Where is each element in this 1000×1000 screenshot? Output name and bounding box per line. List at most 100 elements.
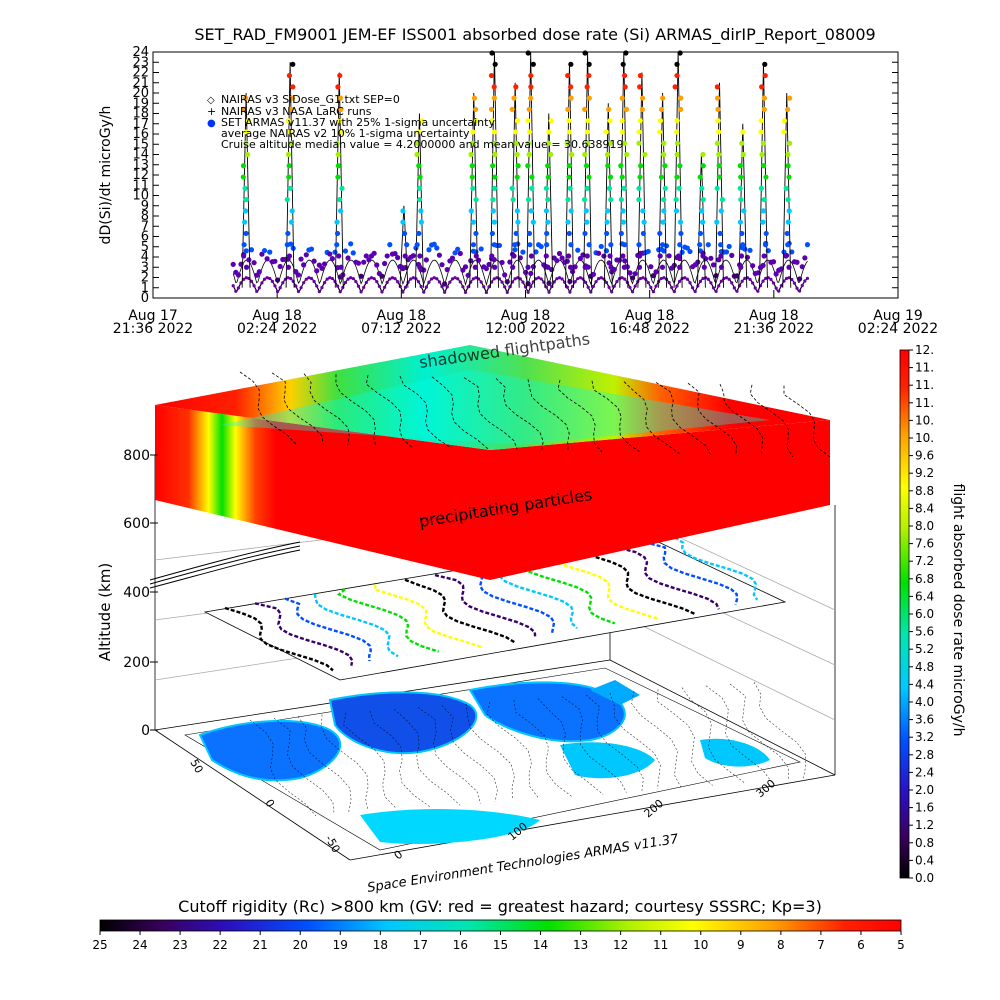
nairas-point	[610, 290, 614, 294]
spike-point	[335, 174, 341, 180]
spike-point	[470, 140, 476, 146]
cutoff-rigidity-tick-label: 16	[453, 938, 468, 952]
altitude-tick-label: 800	[123, 448, 150, 464]
y-tick-label: 1	[141, 281, 149, 296]
spike-point	[637, 118, 643, 124]
spike-point	[607, 140, 613, 146]
y-tick-label: 7	[141, 219, 149, 234]
slab-track-line	[557, 379, 603, 453]
ground-track-line	[631, 691, 682, 788]
spike-point	[528, 208, 534, 214]
armas-point	[486, 261, 492, 268]
spike-point	[604, 230, 610, 237]
spike-point	[716, 129, 722, 135]
y-tick-label: 19	[132, 96, 149, 111]
spike-point	[620, 61, 626, 67]
spike-point	[509, 185, 515, 191]
spike-point	[565, 106, 571, 112]
spike-point	[241, 106, 247, 112]
armas-point	[452, 250, 458, 256]
spike-point	[488, 106, 495, 112]
x-tick-label-date: Aug 17	[128, 308, 178, 324]
spike-point	[674, 151, 680, 158]
armas-point	[342, 248, 349, 254]
legend-entry-average-nairas: average NAIRAS v2 10% 1-sigma uncertaint…	[221, 127, 470, 140]
slab-top	[155, 345, 830, 450]
spike-point	[637, 253, 643, 259]
ground-track-lines	[249, 682, 807, 817]
time-series-frame	[152, 51, 899, 299]
cutoff-rigidity-tick-label: 18	[373, 938, 388, 952]
spike-point	[584, 185, 590, 191]
spike-point	[785, 219, 791, 225]
spike-point	[545, 197, 551, 203]
spike-point	[337, 118, 343, 124]
armas-point	[794, 259, 800, 265]
armas-point	[363, 253, 369, 259]
y-axis-label: dD(Si)/dt microGy/h	[98, 106, 114, 245]
legend-marker-diamond: ◇	[207, 95, 215, 106]
x-tick-label-time: 02:24 2022	[237, 321, 317, 337]
iss-flight-tracks	[224, 536, 759, 672]
spike-point	[284, 242, 290, 248]
nairas-point	[255, 289, 259, 293]
legend-entry-set-armas: SET ARMAS v11.37 with 25% 1-sigma uncert…	[221, 116, 495, 129]
spike-point	[491, 84, 497, 90]
spike-point	[760, 219, 766, 225]
nairas-point	[495, 276, 499, 280]
nairas-point	[761, 279, 765, 283]
altitude-axis: 0 200 400 600 800	[123, 448, 158, 739]
spike-point	[638, 163, 644, 169]
armas-point	[616, 257, 623, 263]
spike-point	[568, 208, 574, 214]
armas-point	[601, 253, 607, 259]
spike-point	[526, 106, 532, 112]
spike-point	[490, 163, 496, 169]
spike-point	[759, 84, 765, 90]
armas-point	[261, 247, 268, 254]
nairas-point	[249, 279, 254, 283]
nairas-point	[429, 277, 434, 281]
continent-shape	[198, 719, 342, 782]
time-series-data	[230, 50, 811, 295]
spike-point	[640, 230, 646, 237]
nairas-point	[691, 286, 695, 290]
nairas-point	[698, 279, 703, 283]
armas-point	[277, 263, 283, 270]
spike-point	[586, 174, 592, 180]
nairas-point	[500, 280, 504, 284]
x-tick-label-time: 12:00 2022	[485, 321, 565, 337]
dose-rate-tick-label: 6.4	[915, 589, 934, 603]
nairas-point	[576, 277, 580, 281]
spike-point	[337, 208, 344, 214]
spike-point	[620, 219, 627, 225]
nairas-point	[659, 276, 663, 281]
spike-point	[285, 230, 291, 237]
spike-point	[781, 129, 787, 135]
nairas-point	[630, 290, 635, 294]
spike-point	[335, 151, 341, 158]
altitude-axis-label: Altitude (km)	[96, 563, 114, 661]
dose-rate-tick-label: 8.0	[915, 519, 934, 533]
spike-point	[738, 253, 745, 259]
dose-spike-line	[334, 72, 344, 288]
spike-point	[583, 208, 589, 214]
continent-shape	[560, 742, 655, 779]
spike-point	[581, 197, 588, 203]
spike-point	[335, 163, 341, 169]
cutoff-rigidity-ticks: 25 24 23 22 21 20 19 18 17 16 15 14 13 12 11 10 9 8 7 6 5	[92, 931, 905, 952]
spike-point	[545, 219, 551, 225]
nairas-point	[787, 276, 791, 280]
spike-point	[717, 230, 723, 237]
iss-track-line	[224, 606, 334, 672]
nairas-point	[396, 280, 400, 284]
slab-track-line	[527, 379, 570, 452]
spike-point	[661, 208, 667, 214]
spike-point	[674, 72, 680, 79]
armas-point	[499, 259, 505, 266]
nairas-point	[795, 286, 799, 290]
spike-point	[582, 50, 588, 56]
spike-point	[337, 95, 344, 101]
spike-point	[567, 264, 574, 270]
nairas-point	[440, 284, 444, 289]
